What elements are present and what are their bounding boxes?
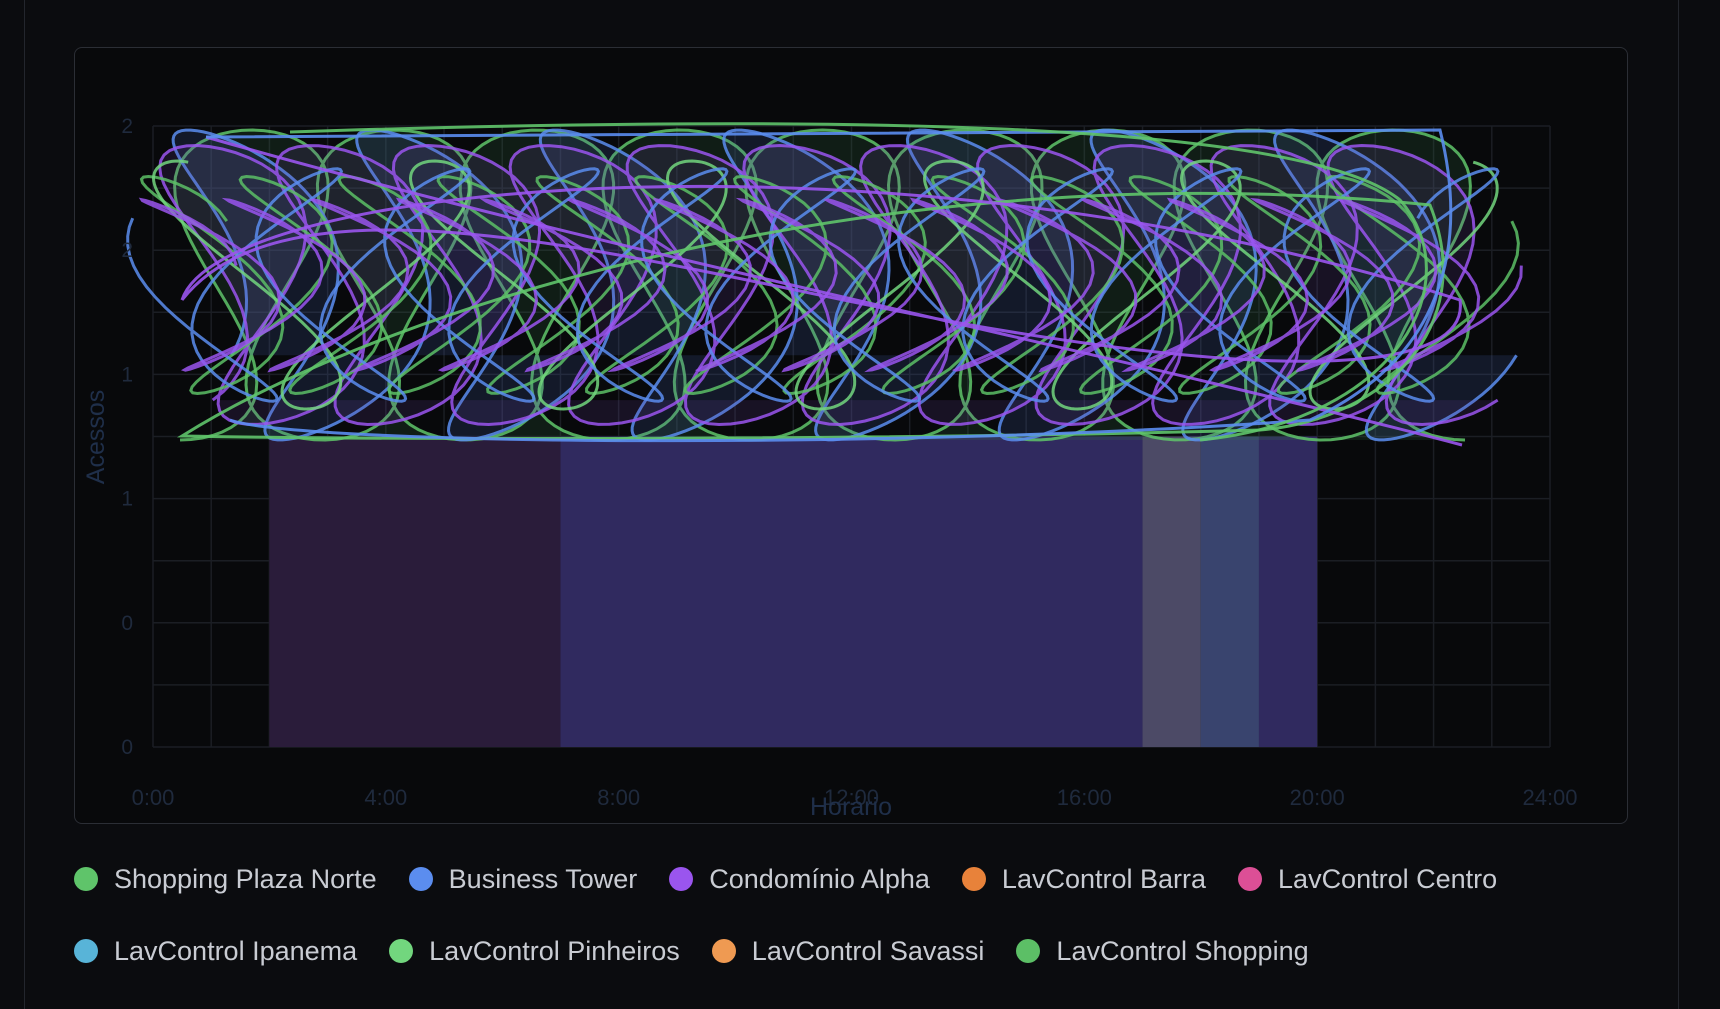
bar-layer [269, 436, 1318, 747]
series-line [180, 135, 1463, 447]
legend-label: LavControl Pinheiros [429, 935, 680, 966]
y-axis-label: Acessos [82, 390, 110, 484]
legend-label: Shopping Plaza Norte [114, 863, 377, 894]
bar [1142, 436, 1201, 747]
legend-dot-icon [961, 867, 986, 891]
bar [1258, 436, 1318, 747]
legend-item[interactable]: LavControl Savassi [711, 930, 985, 972]
legend-dot-icon [389, 939, 414, 963]
axis-layer: 0:00 4:00 8:00 12:00 16:00 20:00 24:00 0 0 1 1 2 2 [121, 115, 1577, 810]
y-tick-label: 0 [121, 736, 133, 759]
legend-item[interactable]: LavControl Shopping [1016, 930, 1309, 972]
legend-label: LavControl Centro [1278, 863, 1498, 894]
legend-label: Condomínio Alpha [709, 863, 930, 894]
x-tick-label: 16:00 [1057, 785, 1112, 810]
legend-label: LavControl Ipanema [114, 935, 358, 966]
series-line [289, 122, 1428, 442]
x-tick-label: 12:00 [824, 785, 879, 810]
y-tick-label: 1 [121, 488, 133, 511]
bar [1200, 436, 1259, 747]
legend-item[interactable]: LavControl Pinheiros [389, 930, 680, 972]
legend-dot-icon [74, 939, 98, 963]
legend-label: LavControl Shopping [1056, 935, 1309, 966]
x-tick-label: 8:00 [597, 785, 640, 810]
bar [269, 436, 561, 747]
x-tick-label: 20:00 [1290, 785, 1345, 810]
panel-border-right [1678, 0, 1679, 1009]
panel-border-left [24, 0, 25, 1009]
legend-dot-icon [408, 867, 433, 891]
x-axis-label: Horário [810, 793, 892, 821]
legend-dot-icon [74, 867, 98, 891]
legend-item[interactable]: LavControl Ipanema [74, 930, 357, 972]
legend-item[interactable]: Business Tower [408, 858, 638, 900]
y-tick-label: 2 [121, 239, 133, 262]
chart-legend: Shopping Plaza Norte Business Tower Condom… [74, 858, 1634, 972]
legend-dot-icon [711, 939, 736, 963]
legend-label: LavControl Barra [1001, 863, 1207, 894]
legend-label: Business Tower [448, 863, 638, 894]
x-tick-label: 0:00 [132, 785, 175, 810]
legend-item[interactable]: LavControl Barra [961, 858, 1207, 900]
legend-item[interactable]: Condomínio Alpha [669, 858, 930, 900]
series-line [205, 128, 1453, 443]
legend-item[interactable]: LavControl Centro [1238, 858, 1497, 900]
legend-dot-icon [669, 867, 694, 891]
y-tick-label: 1 [121, 363, 133, 386]
x-tick-label: 24:00 [1522, 785, 1577, 810]
y-tick-label: 2 [121, 115, 133, 138]
bar [560, 436, 1143, 747]
series-line [176, 191, 1445, 440]
series-line [139, 174, 1520, 396]
legend-dot-icon [1016, 939, 1041, 963]
legend-item[interactable]: Shopping Plaza Norte [74, 858, 377, 900]
legend-dot-icon [1238, 867, 1263, 891]
x-tick-label: 4:00 [364, 785, 407, 810]
legend-label: LavControl Savassi [751, 935, 985, 966]
access-chart: 0:00 4:00 8:00 12:00 16:00 20:00 24:00 0 0 1 1 2 2 H… [82, 115, 1578, 821]
y-tick-label: 0 [121, 612, 133, 635]
series-layer [126, 122, 1523, 447]
